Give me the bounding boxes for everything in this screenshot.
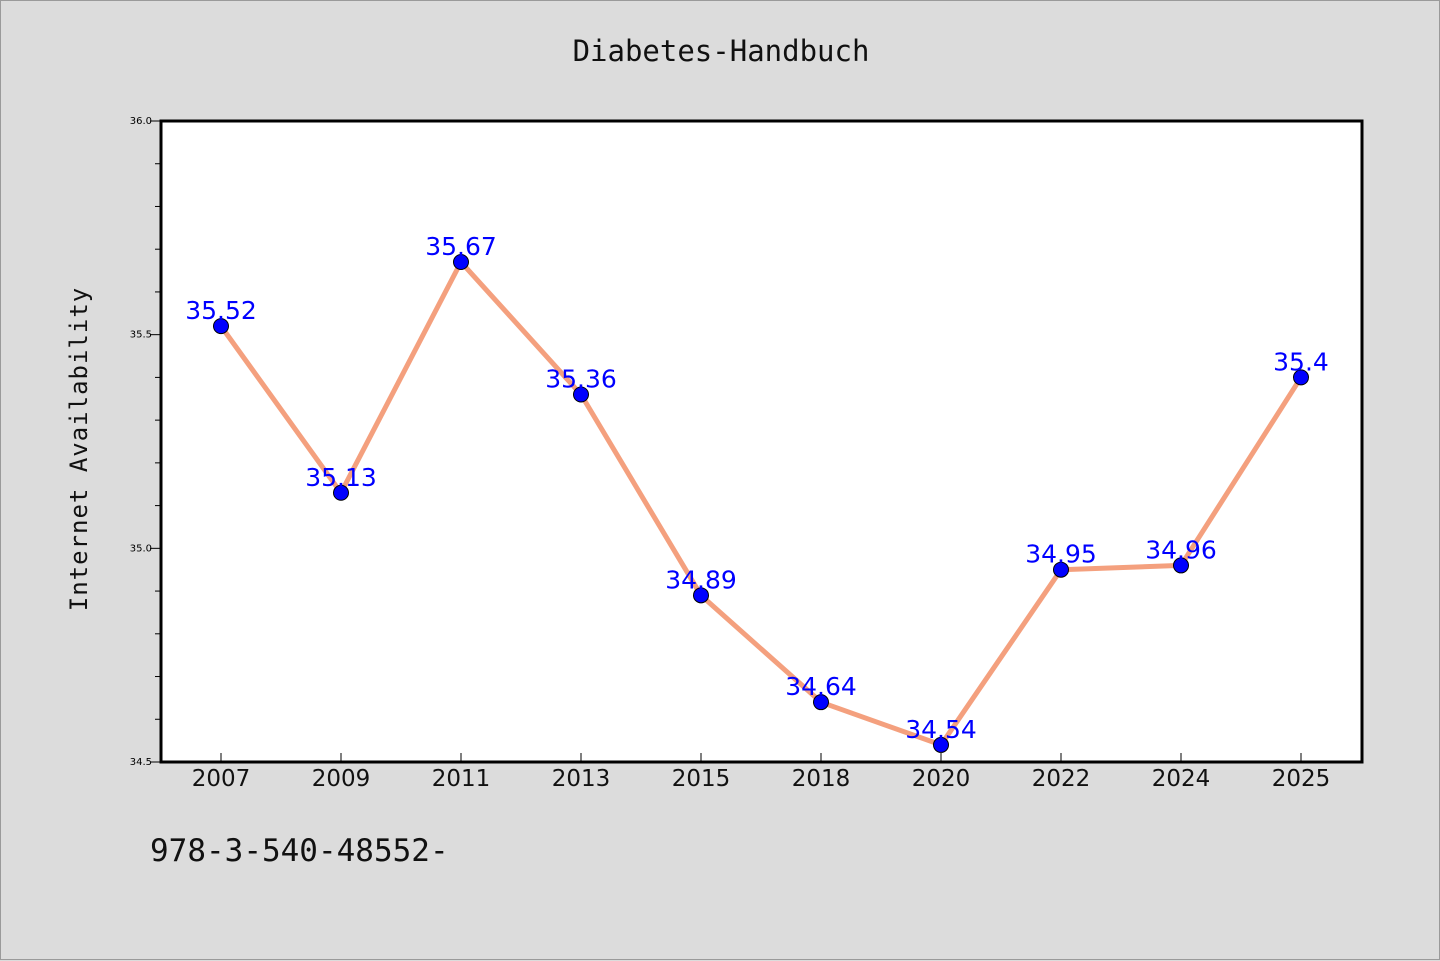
data-point xyxy=(933,736,949,753)
y-tick-label: 34.5 xyxy=(130,757,152,768)
y-tick-label: 35.5 xyxy=(130,330,152,341)
series-line xyxy=(218,259,1304,748)
series-layer: 35.52 35.13 35.67 35.36 34.89 34.64 34.54 34.95… xyxy=(185,232,1329,753)
x-tick-label: 2025 xyxy=(1272,766,1331,792)
data-label: 35.36 xyxy=(545,364,617,393)
data-point xyxy=(333,484,349,501)
x-tick-label: 2015 xyxy=(672,766,731,792)
x-tick-label: 2009 xyxy=(312,766,371,792)
y-axis: 34.5 35.0 35.5 36.0 xyxy=(130,116,161,768)
data-point xyxy=(573,386,589,403)
data-label: 35.13 xyxy=(305,463,377,492)
x-tick-label: 2020 xyxy=(912,766,971,792)
data-point xyxy=(813,694,829,711)
y-axis-label: Internet Availability xyxy=(65,287,93,611)
data-point xyxy=(213,318,229,335)
x-axis: 2007 2009 2011 2013 2015 2018 2020 2022 2024 2025 xyxy=(192,753,1331,792)
data-point xyxy=(1053,561,1069,578)
data-label: 34.95 xyxy=(1025,540,1097,569)
x-tick-label: 2022 xyxy=(1032,766,1091,792)
y-tick-label: 36.0 xyxy=(130,116,152,127)
data-label: 35.67 xyxy=(425,232,497,261)
data-point xyxy=(453,254,469,271)
data-point xyxy=(693,587,709,604)
chart-title: Diabetes-Handbuch xyxy=(572,34,870,68)
x-tick-label: 2011 xyxy=(432,766,491,792)
data-label: 35.52 xyxy=(185,296,257,325)
x-tick-label: 2024 xyxy=(1152,766,1211,792)
x-tick-label: 2013 xyxy=(552,766,611,792)
data-point xyxy=(1173,557,1189,574)
y-tick-label: 35.0 xyxy=(130,543,152,554)
data-label: 34.96 xyxy=(1145,535,1217,564)
plot-area xyxy=(159,119,1364,764)
data-label: 34.54 xyxy=(905,715,977,744)
footer-code: 978-3-540-48552- xyxy=(150,833,449,869)
data-label: 34.89 xyxy=(665,565,737,594)
data-label: 35.4 xyxy=(1273,347,1329,376)
data-point xyxy=(1293,369,1309,386)
x-tick-label: 2018 xyxy=(792,766,851,792)
x-tick-label: 2007 xyxy=(192,766,251,792)
data-label: 34.64 xyxy=(785,672,857,701)
